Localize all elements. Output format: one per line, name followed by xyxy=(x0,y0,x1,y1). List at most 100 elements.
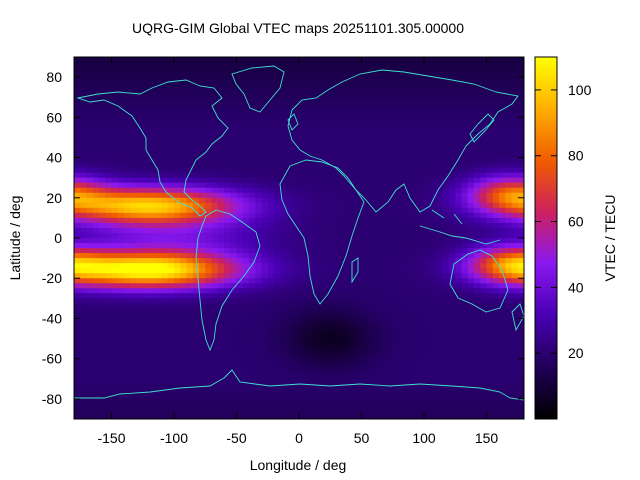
heatmap-cell xyxy=(324,323,331,330)
heatmap-cell xyxy=(186,117,194,123)
heatmap-cell xyxy=(205,333,213,340)
heatmap-cell xyxy=(230,293,238,299)
heatmap-cell xyxy=(124,222,131,229)
heatmap-cell xyxy=(505,323,513,330)
heatmap-cell xyxy=(74,298,81,304)
heatmap-cell xyxy=(261,122,269,128)
heatmap-cell xyxy=(286,197,294,204)
heatmap-cell xyxy=(105,132,113,139)
heatmap-cell xyxy=(367,253,375,259)
heatmap-cell xyxy=(130,303,138,309)
heatmap-cell xyxy=(86,202,94,209)
heatmap-cell xyxy=(317,222,325,229)
heatmap-cell xyxy=(255,167,263,174)
heatmap-cell xyxy=(136,303,144,309)
heatmap-cell xyxy=(224,353,231,360)
heatmap-cell xyxy=(192,333,200,340)
heatmap-cell xyxy=(117,112,125,118)
heatmap-cell xyxy=(249,72,256,78)
heatmap-cell xyxy=(461,162,469,169)
heatmap-cell xyxy=(474,177,481,184)
heatmap-cell xyxy=(149,57,156,63)
heatmap-cell xyxy=(436,383,444,390)
heatmap-cell xyxy=(86,278,94,284)
heatmap-cell xyxy=(399,107,406,113)
heatmap-cell xyxy=(236,97,244,103)
heatmap-cell xyxy=(336,308,344,315)
heatmap-cell xyxy=(205,298,213,304)
heatmap-cell xyxy=(286,207,294,214)
heatmap-cell xyxy=(299,67,306,73)
heatmap-cell xyxy=(361,288,369,294)
heatmap-cell xyxy=(242,107,250,113)
heatmap-cell xyxy=(161,393,169,400)
heatmap-cell xyxy=(136,102,144,108)
heatmap-cell xyxy=(180,202,188,209)
heatmap-cell xyxy=(267,338,275,345)
heatmap-cell xyxy=(474,378,481,385)
heatmap-cell xyxy=(492,132,500,139)
heatmap-cell xyxy=(467,67,475,73)
heatmap-cell xyxy=(517,92,524,98)
heatmap-cell xyxy=(455,117,463,123)
heatmap-cell xyxy=(236,288,244,294)
heatmap-cell xyxy=(380,328,388,335)
heatmap-cell xyxy=(155,298,163,304)
heatmap-cell xyxy=(117,323,125,330)
heatmap-cell xyxy=(155,358,163,365)
heatmap-cell xyxy=(492,202,500,209)
heatmap-cell xyxy=(367,82,375,88)
heatmap-cell xyxy=(430,137,438,144)
heatmap-cell xyxy=(267,67,275,73)
heatmap-cell xyxy=(242,177,250,184)
heatmap-cell xyxy=(267,182,275,189)
heatmap-cell xyxy=(467,222,475,229)
heatmap-cell xyxy=(211,393,219,400)
heatmap-cell xyxy=(255,132,263,139)
heatmap-cell xyxy=(355,217,363,224)
heatmap-cell xyxy=(180,253,188,259)
heatmap-cell xyxy=(492,197,500,204)
heatmap-cell xyxy=(380,132,388,139)
heatmap-cell xyxy=(136,358,144,365)
heatmap-cell xyxy=(111,363,119,370)
heatmap-cell xyxy=(249,112,256,118)
heatmap-cell xyxy=(480,318,488,325)
heatmap-cell xyxy=(517,268,524,274)
heatmap-cell xyxy=(192,187,200,194)
heatmap-cell xyxy=(86,353,94,360)
heatmap-cell xyxy=(117,117,125,123)
heatmap-cell xyxy=(80,403,88,410)
heatmap-cell xyxy=(374,253,381,259)
heatmap-cell xyxy=(255,398,263,405)
heatmap-cell xyxy=(405,238,413,244)
heatmap-cell xyxy=(480,152,488,159)
heatmap-cell xyxy=(467,162,475,169)
heatmap-cell xyxy=(505,172,513,179)
heatmap-cell xyxy=(299,102,306,108)
heatmap-cell xyxy=(411,293,419,299)
heatmap-cell xyxy=(486,278,494,284)
heatmap-cell xyxy=(92,248,100,254)
heatmap-cell xyxy=(324,187,331,194)
heatmap-cell xyxy=(355,192,363,199)
heatmap-cell xyxy=(486,318,494,325)
heatmap-cell xyxy=(180,268,188,274)
heatmap-cell xyxy=(336,182,344,189)
heatmap-cell xyxy=(405,378,413,385)
heatmap-cell xyxy=(436,217,444,224)
heatmap-cell xyxy=(380,248,388,254)
heatmap-cell xyxy=(105,137,113,144)
heatmap-cell xyxy=(142,368,150,375)
heatmap-cell xyxy=(155,127,163,134)
heatmap-cell xyxy=(417,82,425,88)
heatmap-cell xyxy=(305,127,313,134)
heatmap-cell xyxy=(374,107,381,113)
heatmap-cell xyxy=(411,313,419,320)
heatmap-cell xyxy=(105,298,113,304)
heatmap-cell xyxy=(461,363,469,370)
heatmap-cell xyxy=(349,318,356,325)
heatmap-cell xyxy=(449,192,456,199)
heatmap-cell xyxy=(217,182,225,189)
heatmap-cell xyxy=(324,313,331,320)
